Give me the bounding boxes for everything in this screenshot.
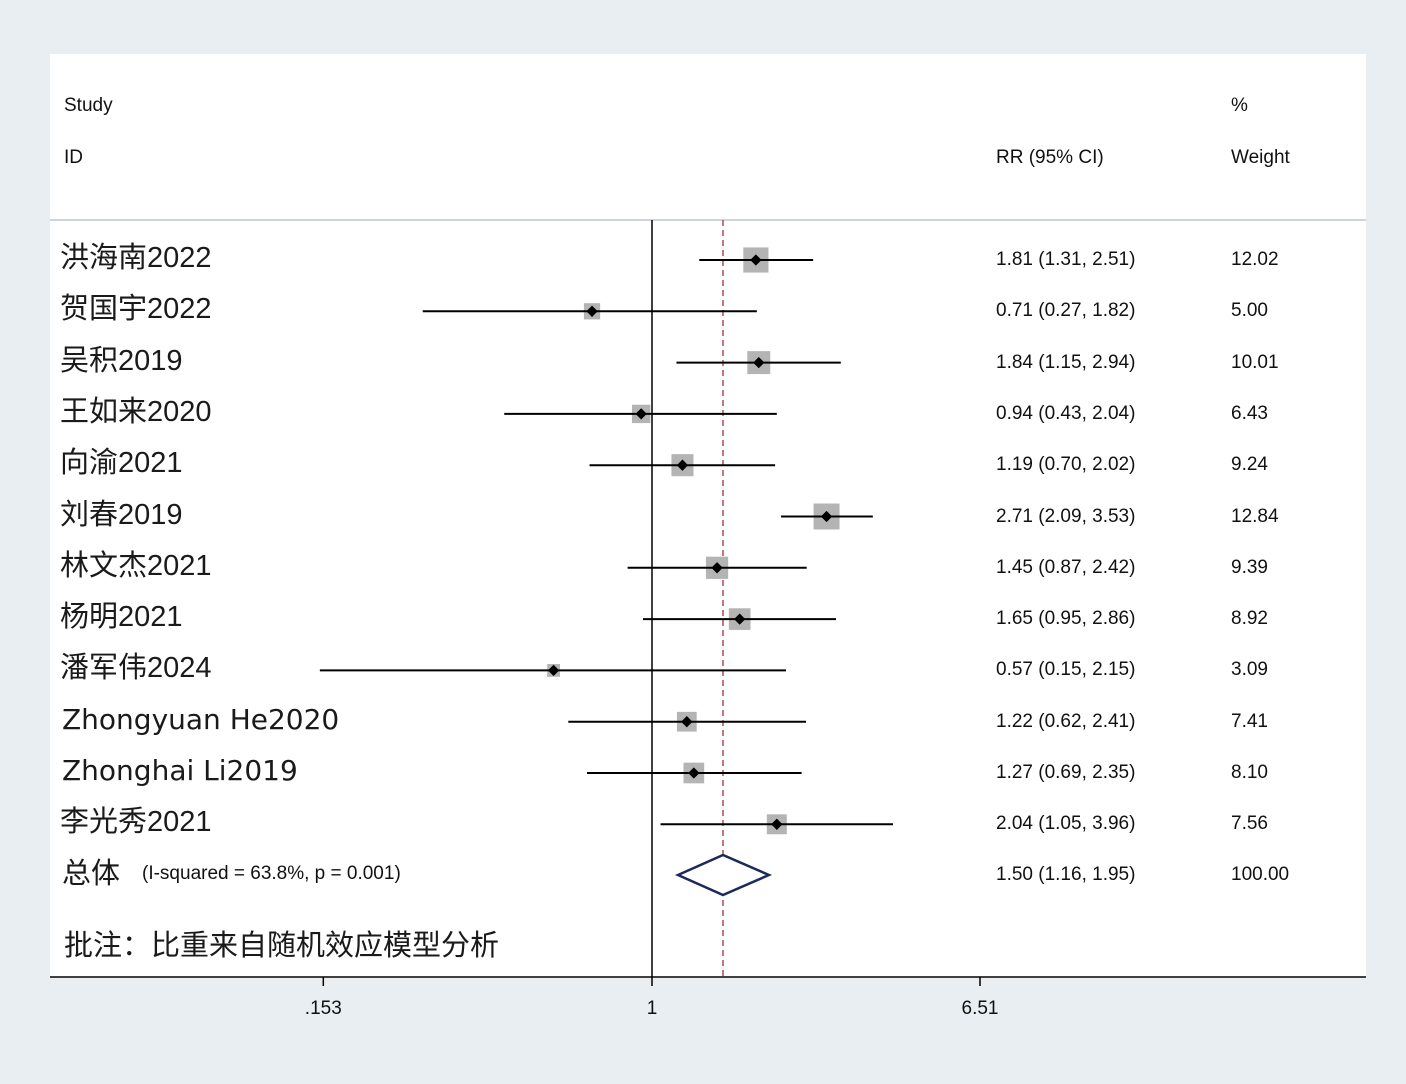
study-label: 吴积2019 — [60, 344, 183, 377]
overall-effect-estimate: 1.50 (1.16, 1.95) — [996, 864, 1136, 885]
study-label: 王如来2020 — [60, 395, 212, 428]
point-estimate — [820, 510, 833, 523]
overall-label: 总体 — [62, 858, 121, 890]
effect-estimate: 1.27 (0.69, 2.35) — [996, 762, 1136, 783]
study-row-marks — [660, 814, 893, 835]
study-label: 向渝2021 — [60, 447, 183, 480]
study-row-marks — [319, 664, 787, 677]
study-weight: 8.92 — [1231, 608, 1268, 630]
study-weight: 8.10 — [1231, 762, 1268, 783]
x-tick-label: 1 — [646, 998, 658, 1019]
study-weight: 6.43 — [1231, 402, 1268, 424]
study-row-marks — [699, 247, 814, 273]
footnote: 批注：比重来自随机效应模型分析 — [64, 930, 500, 962]
effect-estimate: 1.84 (1.15, 2.94) — [996, 351, 1136, 373]
study-weight: 3.09 — [1231, 659, 1268, 681]
overall-diamond — [674, 853, 773, 897]
x-tick-label: .153 — [304, 998, 342, 1019]
point-estimate — [586, 305, 598, 317]
point-estimate — [676, 459, 689, 471]
effect-estimate: 2.71 (2.09, 3.53) — [996, 505, 1136, 527]
study-weight: 5.00 — [1231, 300, 1268, 322]
point-estimate — [547, 664, 560, 677]
study-label: 潘军伟2024 — [60, 652, 212, 685]
point-estimate — [750, 254, 762, 266]
study-row-marks — [504, 404, 777, 424]
effect-estimate: 1.65 (0.95, 2.86) — [996, 608, 1136, 630]
header-weight-percent: % — [1231, 95, 1248, 116]
study-weight: 9.24 — [1231, 454, 1268, 476]
study-row-marks — [676, 351, 841, 375]
header-effect: RR (95% CI) — [996, 147, 1104, 168]
study-label: 刘春2019 — [60, 498, 183, 531]
effect-estimate: 1.45 (0.87, 2.42) — [996, 556, 1136, 578]
study-row-marks — [643, 608, 836, 630]
study-row-marks — [589, 454, 776, 477]
study-row-marks — [422, 303, 757, 320]
heterogeneity-stat: (I-squared = 63.8%, p = 0.001) — [142, 863, 401, 884]
study-weight: 12.02 — [1231, 249, 1279, 270]
header-id: ID — [64, 147, 83, 168]
effect-estimate: 0.57 (0.15, 2.15) — [996, 659, 1136, 681]
point-estimate — [688, 767, 700, 779]
study-weight: 10.01 — [1231, 351, 1279, 373]
study-row-marks — [568, 711, 807, 732]
study-weight: 9.39 — [1231, 556, 1268, 578]
point-estimate — [681, 716, 693, 728]
effect-estimate: 1.22 (0.62, 2.41) — [996, 710, 1136, 732]
study-label: 洪海南2022 — [60, 242, 212, 274]
study-label: Zhongyuan He2020 — [62, 702, 340, 736]
study-label: 林文杰2021 — [60, 549, 212, 582]
header-study: Study — [64, 95, 113, 116]
point-estimate — [711, 562, 723, 574]
study-row-marks — [627, 556, 807, 579]
study-row-marks — [781, 503, 873, 530]
effect-estimate: 0.71 (0.27, 1.82) — [996, 300, 1136, 322]
effect-estimate: 2.04 (1.05, 3.96) — [996, 813, 1136, 835]
study-row-marks — [587, 762, 802, 784]
study-label: 李光秀2021 — [60, 806, 212, 839]
overall-weight: 100.00 — [1231, 864, 1290, 885]
study-weight: 12.84 — [1231, 505, 1279, 527]
study-weight: 7.41 — [1231, 710, 1268, 732]
point-estimate — [753, 356, 765, 369]
study-weight: 7.56 — [1231, 813, 1268, 835]
header-weight: Weight — [1231, 147, 1290, 168]
effect-estimate: 1.19 (0.70, 2.02) — [996, 454, 1136, 476]
point-estimate — [771, 818, 783, 830]
study-label: 杨明2021 — [60, 601, 183, 634]
effect-estimate: 0.94 (0.43, 2.04) — [996, 402, 1136, 424]
effect-estimate: 1.81 (1.31, 2.51) — [996, 249, 1136, 270]
x-tick-label: 6.51 — [961, 998, 999, 1019]
point-estimate — [734, 613, 746, 625]
point-estimate — [635, 408, 647, 420]
study-label: Zhonghai Li2019 — [62, 754, 298, 787]
study-label: 贺国宇2022 — [60, 293, 212, 326]
